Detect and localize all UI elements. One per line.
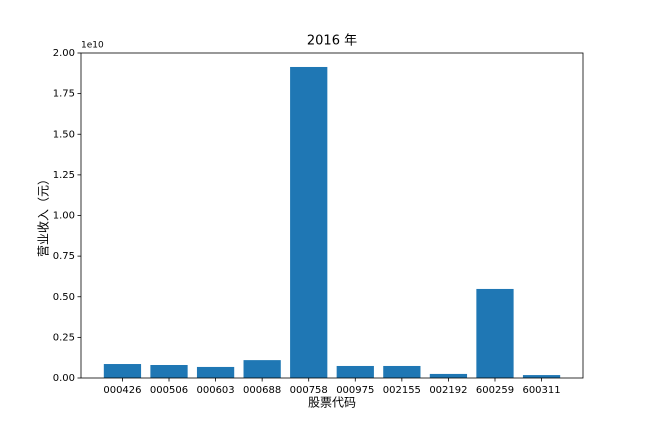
bar bbox=[103, 364, 142, 378]
x-axis-label: 股票代码 bbox=[308, 396, 356, 410]
bar bbox=[476, 288, 514, 378]
x-tick-label: 000426 bbox=[103, 385, 141, 396]
y-tick-label: 0.00 bbox=[53, 373, 75, 384]
x-tick-label: 002192 bbox=[429, 385, 467, 396]
y-offset-label: 1e10 bbox=[81, 41, 104, 51]
y-tick-label: 2.00 bbox=[53, 48, 75, 59]
bar bbox=[336, 365, 374, 378]
axes-frame bbox=[80, 52, 584, 379]
bar bbox=[150, 365, 188, 378]
y-tick-label: 0.75 bbox=[53, 251, 75, 262]
chart-title: 2016 年 bbox=[307, 34, 357, 49]
x-tick-label: 000975 bbox=[336, 385, 374, 396]
y-tick-label: 0.50 bbox=[53, 292, 75, 303]
y-tick-label: 1.50 bbox=[53, 129, 75, 140]
bar bbox=[429, 373, 468, 378]
bar bbox=[196, 366, 235, 378]
y-tick-label: 0.25 bbox=[53, 332, 75, 343]
y-axis-label: 营业收入（元） bbox=[37, 173, 51, 257]
bar bbox=[522, 375, 561, 378]
y-tick-label: 1.75 bbox=[53, 89, 75, 100]
x-tick-label: 002155 bbox=[383, 385, 421, 396]
x-tick-label: 000758 bbox=[290, 385, 328, 396]
bar bbox=[383, 365, 421, 378]
bar bbox=[243, 360, 281, 378]
x-tick-label: 000688 bbox=[243, 385, 281, 396]
x-tick-label: 000506 bbox=[150, 385, 188, 396]
x-tick-label: 600311 bbox=[522, 385, 560, 396]
bar bbox=[290, 66, 328, 378]
x-tick-label: 600259 bbox=[476, 385, 514, 396]
y-tick-label: 1.00 bbox=[53, 211, 75, 222]
y-tick-label: 1.25 bbox=[53, 170, 75, 181]
x-tick-label: 000603 bbox=[196, 385, 234, 396]
